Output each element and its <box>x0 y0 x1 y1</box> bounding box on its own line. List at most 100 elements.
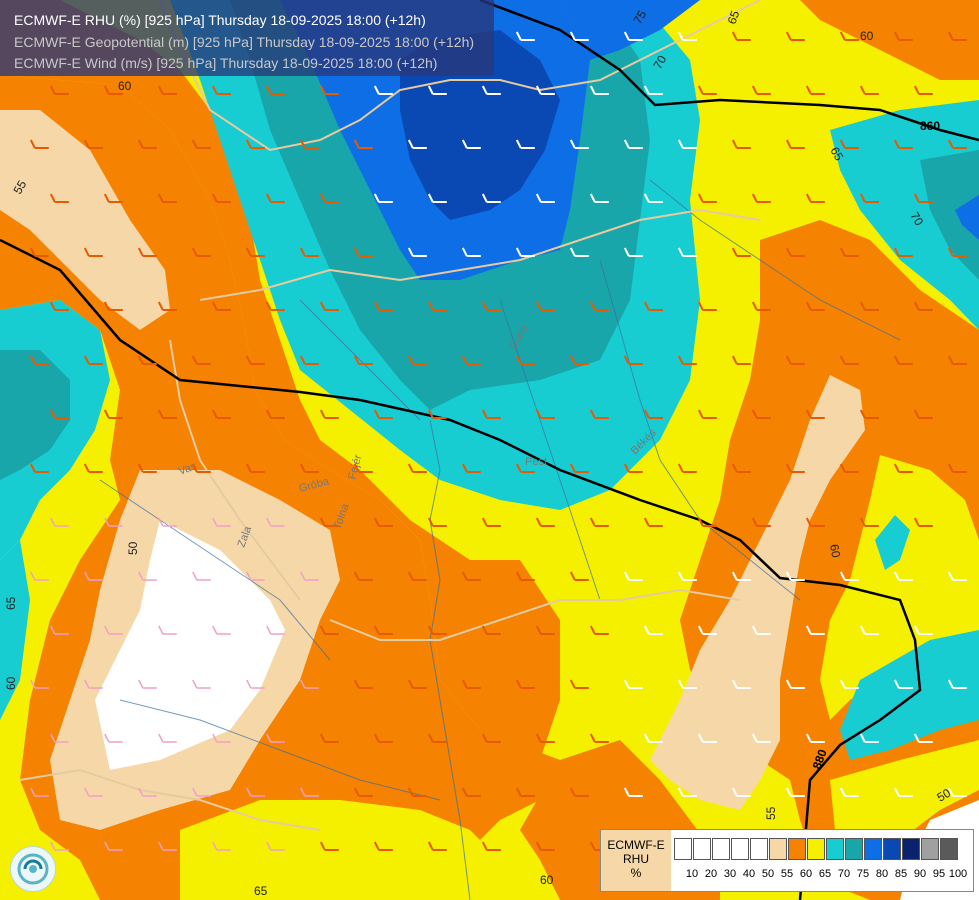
wind-barb <box>785 247 805 257</box>
wind-barb <box>319 625 339 635</box>
contour-label-rhu: 60 <box>827 543 843 559</box>
wind-barb <box>677 355 697 365</box>
wind-barb <box>569 139 589 149</box>
wind-barb <box>49 409 69 419</box>
rhu-region-blue-topright <box>560 0 700 60</box>
wind-barb <box>623 355 643 365</box>
wind-barb <box>246 679 265 689</box>
wind-barb <box>265 85 285 95</box>
wind-barb <box>246 787 265 797</box>
wind-barb <box>84 787 103 797</box>
legend-color-boxes <box>674 838 959 860</box>
wind-barb <box>319 193 339 203</box>
wind-barb <box>49 301 69 311</box>
wind-barb <box>191 463 211 473</box>
wind-barb <box>623 463 643 473</box>
wind-barb <box>623 571 643 581</box>
wind-barb <box>83 355 103 365</box>
wind-barb <box>859 85 879 95</box>
wind-barb <box>158 733 177 743</box>
legend-label: ECMWF-E RHU % <box>601 830 671 891</box>
wind-barb <box>785 355 805 365</box>
wind-barb <box>427 409 447 419</box>
wind-barb <box>643 85 663 95</box>
wind-barb <box>137 247 157 257</box>
wind-barb <box>212 517 231 527</box>
wind-barb <box>373 625 393 635</box>
wind-barb <box>211 193 231 203</box>
wind-barb <box>407 679 427 689</box>
wind-barb <box>677 463 697 473</box>
wind-barb <box>83 139 103 149</box>
wind-barb <box>643 733 663 743</box>
wind-barb <box>266 841 285 851</box>
wind-barb <box>805 301 825 311</box>
wind-barb <box>515 787 535 797</box>
wind-barb <box>319 409 339 419</box>
wind-barb <box>461 139 481 149</box>
wind-barb <box>192 679 211 689</box>
wind-barb <box>785 679 805 689</box>
rhu-region-cyan-southeast <box>840 630 979 760</box>
rhu-region-teal-northeast <box>920 150 979 280</box>
contour-label-rhu: 60 <box>118 79 132 93</box>
rhu-region-cyan-east-small <box>875 515 910 570</box>
title-rhu: ECMWF-E RHU (%) [925 hPa] Thursday 18-09… <box>14 12 426 28</box>
title-geopotential: ECMWF-E Geopotential (m) [925 hPa] Thurs… <box>14 34 475 50</box>
wind-barb <box>157 85 177 95</box>
rhu-region-darkblue-central <box>400 30 560 220</box>
wind-barb <box>859 409 879 419</box>
wind-barb <box>839 355 859 365</box>
legend-tick-labels: 10 20 30 40 50 55 60 65 70 75 80 85 90 95 100 <box>674 868 973 882</box>
wind-barb <box>913 625 933 635</box>
wind-barb <box>104 517 123 527</box>
wind-barb <box>191 139 211 149</box>
wind-barb <box>623 679 643 689</box>
wind-barb <box>50 841 69 851</box>
wind-barb <box>104 733 123 743</box>
wind-barb <box>245 139 265 149</box>
wind-barb <box>731 247 751 257</box>
wind-barb <box>731 463 751 473</box>
wind-barb <box>623 247 643 257</box>
wind-barb <box>893 787 913 797</box>
wind-barb <box>677 787 697 797</box>
wind-barb <box>623 31 643 41</box>
legend-color-box <box>845 838 863 860</box>
rhu-region-yellow-south <box>180 800 520 900</box>
legend-tick: 65 <box>818 868 832 880</box>
wind-barb <box>481 733 501 743</box>
legend-tick: 60 <box>799 868 813 880</box>
wind-barb <box>535 625 555 635</box>
wind-barb <box>407 787 427 797</box>
wind-barb <box>515 571 535 581</box>
wind-barb <box>589 733 609 743</box>
wind-barb <box>515 463 535 473</box>
wind-barb <box>697 85 717 95</box>
wind-barb <box>373 841 393 851</box>
wind-barb <box>158 517 177 527</box>
wind-barb <box>49 85 69 95</box>
wind-barb <box>407 463 427 473</box>
wind-barb <box>461 247 481 257</box>
wind-barb <box>751 733 771 743</box>
contour-label-rhu: 60 <box>4 676 18 690</box>
wind-barb <box>569 571 589 581</box>
wind-barb <box>461 571 481 581</box>
wind-barb <box>893 31 913 41</box>
legend-tick: 30 <box>723 868 737 880</box>
wind-barb <box>373 301 393 311</box>
wind-barb <box>569 247 589 257</box>
wind-barb <box>373 193 393 203</box>
wind-barb <box>84 571 103 581</box>
wind-barb <box>84 679 103 689</box>
contour-label-rhu: 60 <box>540 873 554 887</box>
wind-barb <box>589 301 609 311</box>
legend-param: RHU <box>623 852 649 866</box>
wind-barb <box>245 247 265 257</box>
legend-tick: 55 <box>780 868 794 880</box>
wind-barb <box>805 517 825 527</box>
wind-barb <box>319 841 339 851</box>
wind-barb <box>245 355 265 365</box>
wind-barb <box>461 787 481 797</box>
